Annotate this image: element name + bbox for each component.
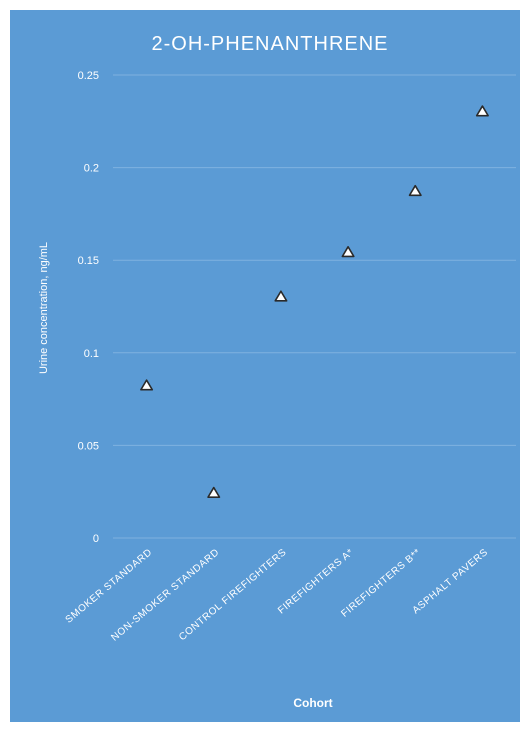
y-tick-label: 0.25 (78, 70, 99, 82)
y-axis-ticks: 0 0.05 0.1 0.15 0.2 0.25 (78, 70, 99, 545)
data-points (140, 105, 489, 498)
data-point (207, 486, 221, 498)
y-tick-label: 0 (93, 533, 99, 545)
y-tick-label: 0.2 (84, 163, 99, 175)
data-point (475, 105, 489, 117)
y-tick-label: 0.15 (78, 255, 99, 267)
chart-background (10, 10, 520, 722)
data-point (408, 184, 422, 197)
gridlines (113, 74, 516, 539)
y-axis-label: Urine concentration, ng/mL (38, 242, 50, 374)
x-axis-label: Cohort (293, 696, 332, 710)
data-point (341, 245, 355, 258)
chart-title: 2-OH-PHENANTHRENE (151, 33, 388, 55)
data-point (140, 379, 154, 391)
y-tick-label: 0.05 (78, 440, 99, 452)
y-tick-label: 0.1 (84, 348, 99, 360)
data-point (274, 290, 288, 302)
